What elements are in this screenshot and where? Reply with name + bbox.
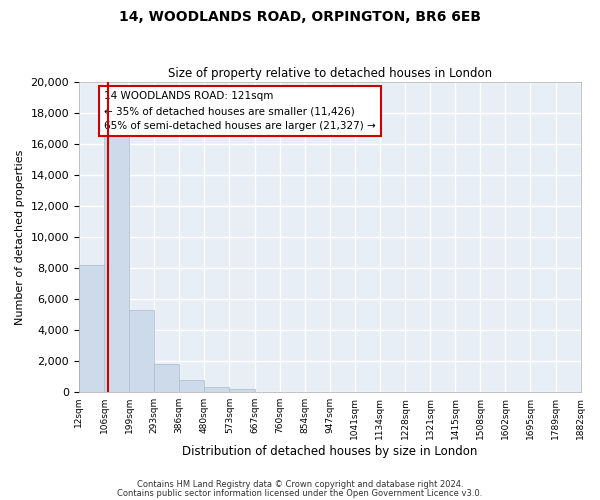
Text: Contains public sector information licensed under the Open Government Licence v3: Contains public sector information licen… bbox=[118, 488, 482, 498]
Bar bbox=[104, 134, 129, 392]
Text: 14 WOODLANDS ROAD: 121sqm
← 35% of detached houses are smaller (11,426)
65% of s: 14 WOODLANDS ROAD: 121sqm ← 35% of detac… bbox=[104, 92, 376, 131]
Text: Contains HM Land Registry data © Crown copyright and database right 2024.: Contains HM Land Registry data © Crown c… bbox=[137, 480, 463, 489]
Y-axis label: Number of detached properties: Number of detached properties bbox=[15, 150, 25, 324]
Bar bbox=[205, 388, 229, 392]
Bar bbox=[129, 310, 154, 392]
Title: Size of property relative to detached houses in London: Size of property relative to detached ho… bbox=[167, 66, 492, 80]
Bar bbox=[179, 380, 205, 392]
Bar bbox=[229, 389, 254, 392]
Bar bbox=[154, 364, 179, 392]
Text: 14, WOODLANDS ROAD, ORPINGTON, BR6 6EB: 14, WOODLANDS ROAD, ORPINGTON, BR6 6EB bbox=[119, 10, 481, 24]
Bar bbox=[79, 265, 104, 392]
X-axis label: Distribution of detached houses by size in London: Distribution of detached houses by size … bbox=[182, 444, 478, 458]
